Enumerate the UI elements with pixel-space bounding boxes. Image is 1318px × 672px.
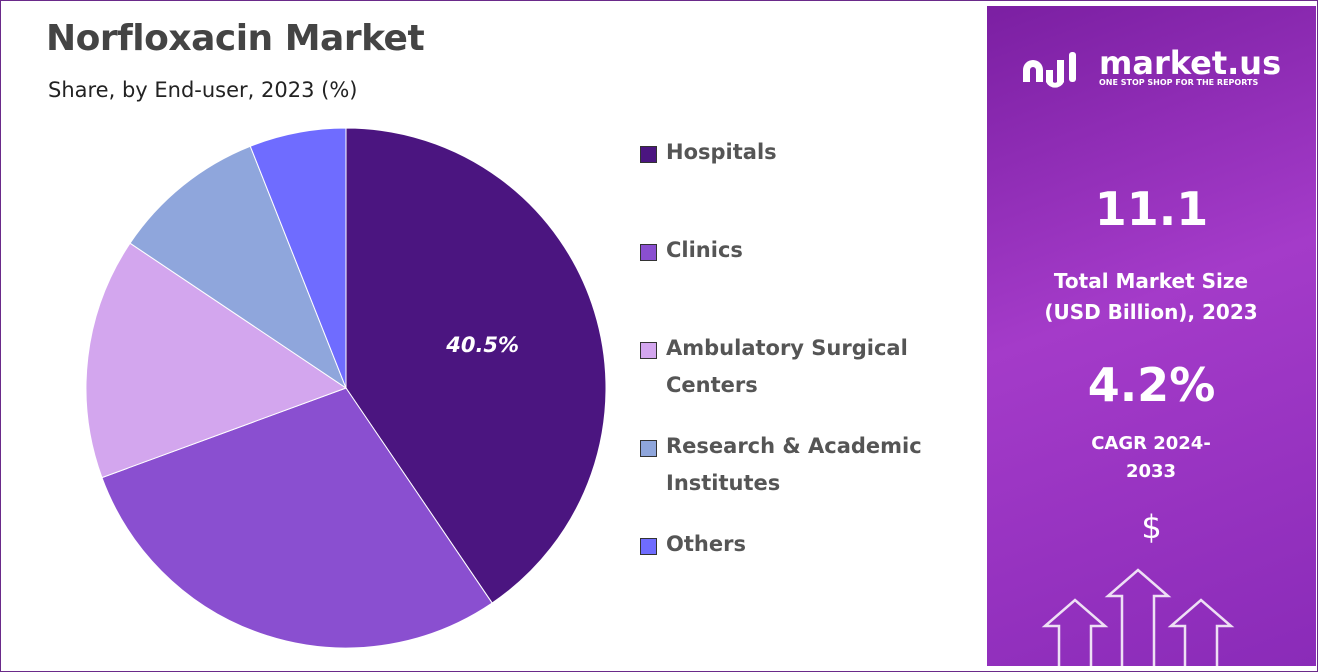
legend-label: Others xyxy=(666,532,746,556)
pie-slice xyxy=(249,127,347,389)
pie-slice xyxy=(85,242,348,479)
legend-label: Clinics xyxy=(666,238,743,262)
cagr-label: CAGR 2024-2033 xyxy=(1091,433,1211,482)
legend-label: Ambulatory Surgical Centers xyxy=(666,336,908,397)
legend-swatch xyxy=(640,440,657,457)
legend-item: Clinics xyxy=(640,238,956,269)
panel-decoration xyxy=(1023,52,1235,666)
chart-subtitle: Share, by End-user, 2023 (%) xyxy=(48,78,358,102)
tagline: ONE STOP SHOP FOR THE REPORTS xyxy=(1099,78,1259,87)
pie-slice xyxy=(129,145,348,390)
pie-chart: 40.5% xyxy=(85,127,607,649)
legend-label: Hospitals xyxy=(666,140,777,164)
legend-label: Research & Academic Institutes xyxy=(666,434,922,495)
market-size: 11.1 xyxy=(1094,182,1209,236)
legend-item: Ambulatory Surgical Centers xyxy=(640,336,956,404)
market-size-label: Total Market Size (USD Billion), 2023 xyxy=(1044,269,1258,324)
pie-slice xyxy=(101,387,493,649)
arrows xyxy=(1041,568,1235,666)
brand: market.us xyxy=(1099,44,1282,82)
currency-icon: $ xyxy=(1141,508,1162,546)
legend-item: Hospitals xyxy=(640,140,956,171)
legend-item: Others xyxy=(640,532,956,563)
chart-title: Norfloxacin Market xyxy=(46,18,425,59)
side-panel: market.us ONE STOP SHOP FOR THE REPORTS … xyxy=(987,6,1316,666)
legend-swatch xyxy=(640,342,657,359)
data-label: 40.5% xyxy=(445,333,519,357)
legend-swatch xyxy=(640,244,657,261)
logo-icon xyxy=(1023,52,1076,88)
legend-swatch xyxy=(640,146,657,163)
cagr: 4.2% xyxy=(1087,358,1216,412)
legend-item: Research & Academic Institutes xyxy=(640,434,956,502)
legend-swatch xyxy=(640,538,657,555)
pie-slice xyxy=(345,127,607,604)
